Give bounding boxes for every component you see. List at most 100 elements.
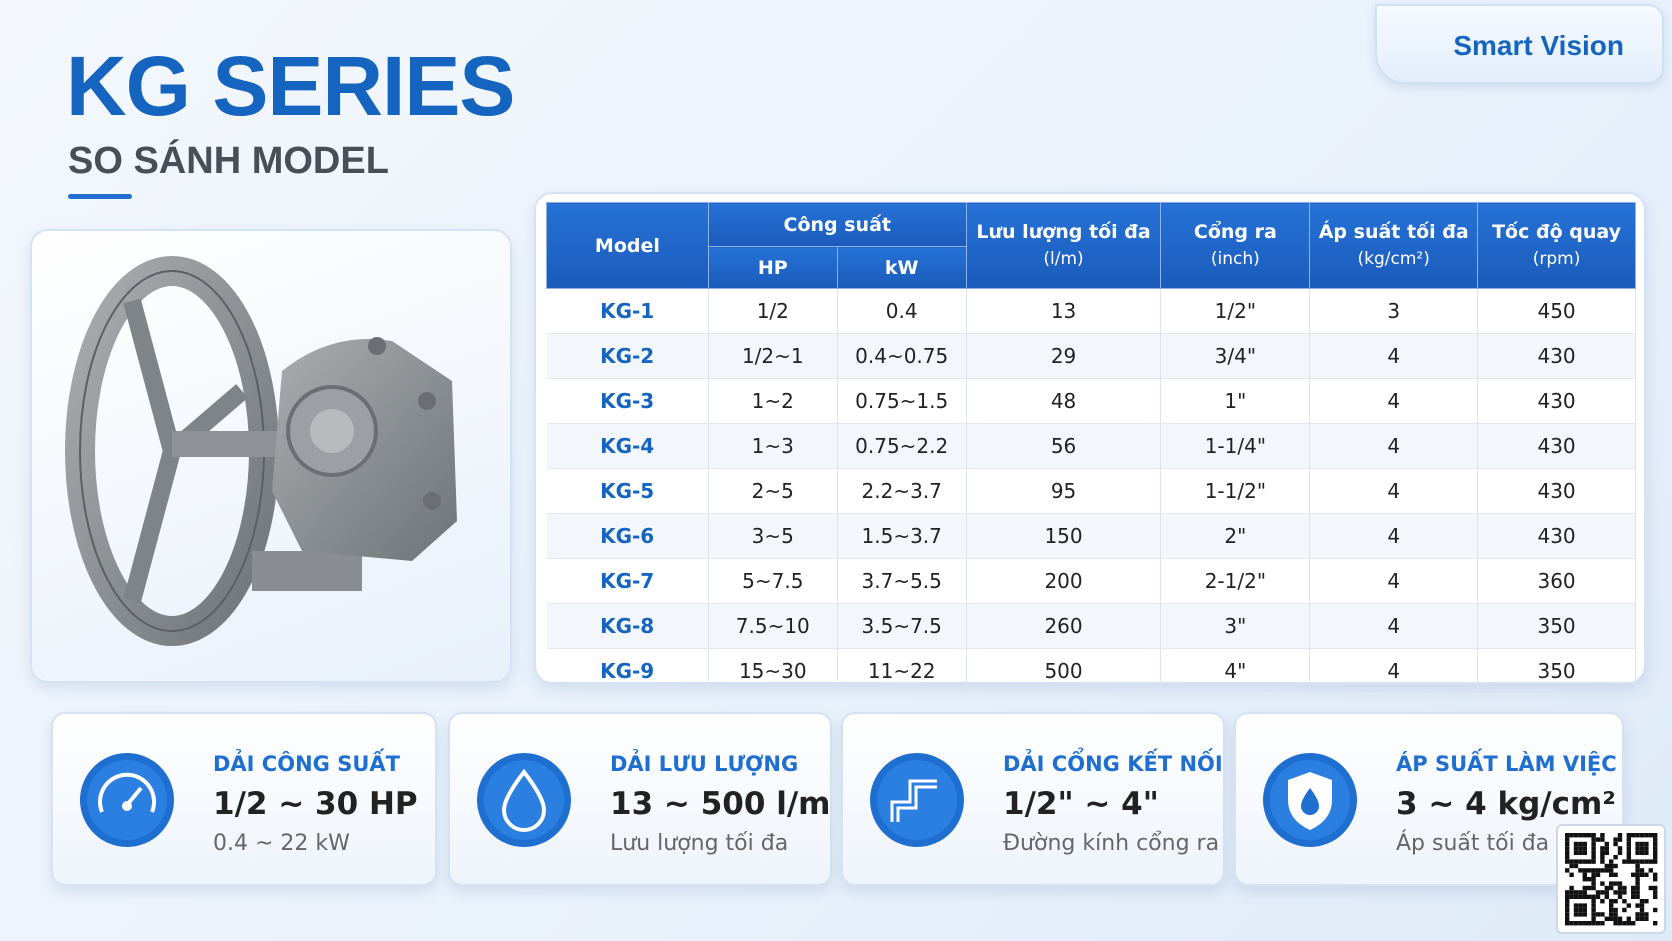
qr-module — [1648, 885, 1653, 891]
qr-module — [1644, 859, 1649, 864]
table-cell: 4 — [1309, 513, 1479, 559]
qr-module — [1573, 850, 1579, 855]
qr-module — [1569, 890, 1574, 895]
table-cell: 2.2~3.7 — [837, 468, 967, 514]
model-cell: KG-2 — [546, 333, 709, 379]
gauge-icon — [80, 753, 174, 847]
qr-module — [1591, 916, 1596, 921]
qr-module — [1582, 877, 1587, 882]
table-row: KG-8 7.5~10 3.5~7.5 260 3" 4 350 — [546, 603, 1636, 649]
qr-module — [1591, 850, 1596, 855]
header-unit: (inch) — [1210, 249, 1260, 269]
qr-module — [1595, 921, 1601, 926]
qr-module — [1617, 894, 1623, 899]
qr-module — [1578, 868, 1583, 873]
qr-module — [1644, 899, 1649, 904]
header-cell: Model — [546, 202, 709, 289]
qr-module — [1635, 833, 1640, 838]
qr-module — [1587, 885, 1592, 891]
qr-module — [1573, 859, 1579, 864]
qr-module — [1609, 881, 1614, 886]
qr-module — [1604, 890, 1609, 895]
header-cell: kW — [836, 246, 967, 289]
table-cell: 4 — [1309, 558, 1479, 604]
qr-module — [1635, 912, 1640, 917]
qr-module — [1591, 885, 1596, 891]
qr-module — [1613, 855, 1618, 860]
table-cell: 1-1/2" — [1160, 468, 1311, 514]
qr-module — [1600, 837, 1605, 842]
qr-module — [1600, 912, 1605, 917]
qr-module — [1609, 907, 1614, 913]
qr-module — [1639, 907, 1645, 913]
qr-module — [1578, 912, 1583, 917]
qr-module — [1591, 841, 1596, 847]
header-cell: Áp suất tối đa (kg/cm²) — [1309, 202, 1479, 289]
qr-module — [1639, 846, 1645, 851]
qr-module — [1609, 899, 1614, 904]
qr-module — [1635, 850, 1640, 855]
qr-module — [1565, 850, 1570, 855]
qr-module — [1573, 921, 1579, 926]
qr-module — [1613, 872, 1618, 877]
brand: Smart Vision — [1453, 30, 1624, 61]
qr-module — [1600, 859, 1605, 864]
stat-card: DẢI LƯU LƯỢNG 13 ~ 500 l/m Lưu lượng tối… — [448, 712, 832, 886]
qr-module — [1604, 916, 1609, 921]
qr-module — [1604, 841, 1609, 847]
qr-module — [1613, 921, 1618, 926]
qr-module — [1604, 868, 1609, 873]
qr-module — [1578, 921, 1583, 926]
table-row: KG-5 2~5 2.2~3.7 95 1-1/2" 4 430 — [546, 468, 1636, 514]
model-cell: KG-5 — [546, 468, 709, 514]
qr-module — [1644, 916, 1649, 921]
qr-module — [1653, 837, 1658, 842]
table-cell: 260 — [966, 603, 1162, 649]
qr-module — [1617, 885, 1623, 891]
qr-module — [1595, 872, 1601, 877]
qr-module — [1644, 850, 1649, 855]
qr-module — [1587, 894, 1592, 899]
table-cell: 1-1/4" — [1160, 423, 1311, 469]
header-unit: (rpm) — [1532, 249, 1581, 269]
qr-module — [1587, 877, 1592, 882]
qr-module — [1617, 921, 1623, 926]
qr-module — [1626, 903, 1631, 908]
qr-module — [1604, 846, 1609, 851]
table-cell: 4 — [1309, 468, 1479, 514]
qr-module — [1617, 890, 1623, 895]
qr-module — [1565, 907, 1570, 913]
qr-module — [1613, 890, 1618, 895]
table-cell: 360 — [1477, 558, 1636, 604]
table-cell: 48 — [966, 378, 1162, 424]
table-row: KG-1 1/2 0.4 13 1/2" 3 450 — [546, 288, 1636, 334]
qr-module — [1591, 833, 1596, 838]
qr-module — [1609, 903, 1614, 908]
header-text: Lưu lượng tối đa — [976, 221, 1151, 243]
qr-pattern — [1565, 833, 1658, 926]
qr-module — [1591, 855, 1596, 860]
qr-module — [1635, 859, 1640, 864]
qr-module — [1600, 868, 1605, 873]
table-cell: 430 — [1477, 378, 1636, 424]
table-panel: Model Công suất Lưu lượng tối đa (l/m) Cổ… — [534, 192, 1646, 694]
qr-module — [1565, 846, 1570, 851]
table-cell: 0.4 — [837, 288, 967, 334]
table-cell: 3/4" — [1160, 333, 1311, 379]
qr-module — [1609, 872, 1614, 877]
qr-module — [1635, 885, 1640, 891]
qr-module — [1639, 916, 1645, 921]
qr-module — [1613, 916, 1618, 921]
qr-module — [1631, 885, 1636, 891]
qr-module — [1578, 907, 1583, 913]
table-row: KG-4 1~3 0.75~2.2 56 1-1/4" 4 430 — [546, 423, 1636, 469]
table-cell: 150 — [966, 513, 1162, 559]
table-cell: 3.7~5.5 — [837, 558, 967, 604]
qr-module — [1582, 868, 1587, 873]
qr-module — [1622, 907, 1627, 913]
card-value: 3 ~ 4 kg/cm² — [1396, 786, 1616, 822]
qr-module — [1578, 846, 1583, 851]
table-body: KG-1 1/2 0.4 13 1/2" 3 450 KG-2 1/2~1 0.4~0.75 29 3… — [546, 288, 1636, 694]
qr-module — [1591, 903, 1596, 908]
qr-module — [1609, 912, 1614, 917]
